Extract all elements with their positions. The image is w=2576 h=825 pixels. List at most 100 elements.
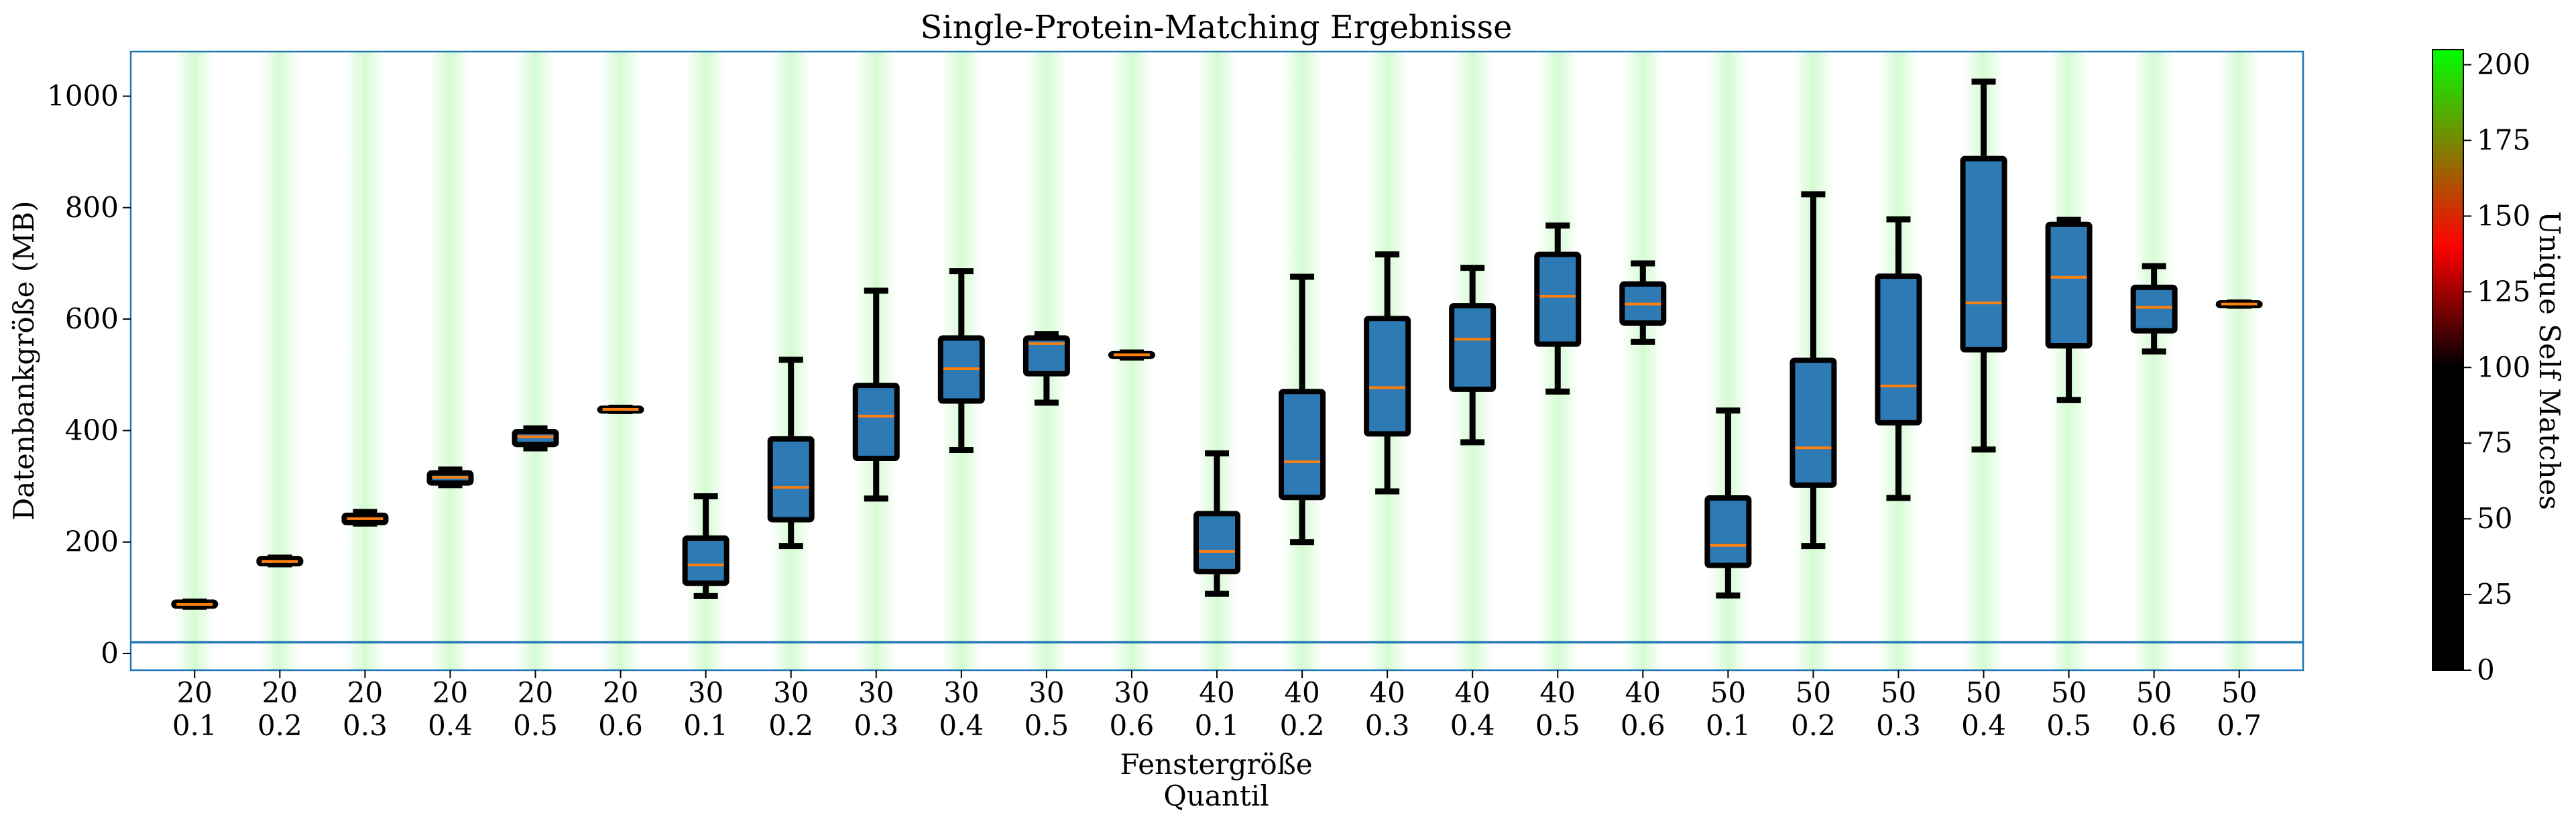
- x-tick-label-quantile: 0.3: [343, 709, 388, 742]
- x-tick-label-window: 40: [1540, 676, 1576, 709]
- y-tick-label: 600: [65, 302, 119, 335]
- x-tick-label-window: 30: [1029, 676, 1064, 709]
- box-plot: [1022, 331, 1070, 406]
- y-tick-label: 400: [65, 414, 119, 446]
- x-tick-label-window: 20: [603, 676, 638, 709]
- x-tick-label-quantile: 0.4: [1450, 709, 1495, 742]
- x-tick-label-quantile: 0.2: [1280, 709, 1325, 742]
- y-axis-label: Datenbankgröße (MB): [7, 200, 40, 520]
- box-plot: [1364, 251, 1411, 495]
- y-axis: 0 200 400 600 800 1000: [47, 80, 131, 670]
- x-tick-label-window: 20: [518, 676, 553, 709]
- colorbar-tick-label: 100: [2477, 351, 2530, 383]
- chart-title: Single-Protein-Matching Ergebnisse: [920, 9, 1512, 46]
- box: [1449, 303, 1497, 392]
- quantile-band: [2219, 52, 2260, 670]
- x-tick-label-window: 50: [1796, 676, 1831, 709]
- box-plot: [1534, 222, 1582, 395]
- x-tick-label-window: 50: [2221, 676, 2257, 709]
- box-plot: [256, 554, 304, 568]
- colorbar-tick-label: 150: [2477, 199, 2530, 232]
- x-tick-label-window: 30: [943, 676, 979, 709]
- box-plot: [597, 404, 644, 414]
- x-tick-label-quantile: 0.4: [939, 709, 984, 742]
- colorbar-tick-label: 0: [2477, 653, 2495, 686]
- x-tick-label-window: 50: [2051, 676, 2087, 709]
- box: [767, 436, 815, 523]
- x-tick-label-quantile: 0.3: [1876, 709, 1921, 742]
- box: [1960, 155, 2007, 353]
- box: [2130, 284, 2178, 334]
- x-tick-label-quantile: 0.1: [1195, 709, 1240, 742]
- x-tick-label-window: 50: [2136, 676, 2172, 709]
- box: [1279, 389, 1326, 501]
- colorbar-tick-label: 50: [2477, 502, 2512, 535]
- box: [1704, 495, 1752, 568]
- box: [1193, 511, 1240, 574]
- colorbar-tick-label: 175: [2477, 124, 2530, 157]
- box-plot: [171, 598, 219, 610]
- x-tick-label-window: 40: [1199, 676, 1234, 709]
- box-plot: [1279, 273, 1326, 546]
- box-plot: [1875, 216, 1922, 501]
- x-tick-label-quantile: 0.2: [768, 709, 813, 742]
- x-tick-label-quantile: 0.5: [1535, 709, 1580, 742]
- box-plot: [2130, 263, 2178, 355]
- quantile-band: [515, 52, 556, 670]
- x-tick-label-quantile: 0.5: [513, 709, 558, 742]
- x-tick-label-quantile: 0.7: [2217, 709, 2262, 742]
- x-tick-label-quantile: 0.1: [172, 709, 217, 742]
- x-tick-label-window: 30: [688, 676, 723, 709]
- quantile-band: [1623, 52, 1663, 670]
- box-series: [171, 78, 2263, 610]
- box: [2045, 221, 2093, 349]
- x-tick-label-window: 40: [1625, 676, 1661, 709]
- box: [1534, 251, 1582, 347]
- x-tick-label-quantile: 0.6: [598, 709, 643, 742]
- x-tick-label-window: 40: [1369, 676, 1405, 709]
- box: [682, 535, 729, 586]
- x-axis: 200.1200.2200.3200.4200.5200.6300.1300.2…: [172, 670, 2262, 742]
- x-tick-label-window: 50: [1881, 676, 1916, 709]
- quantile-band: [430, 52, 471, 670]
- colorbar-tick-label: 75: [2477, 426, 2512, 459]
- x-tick-label-quantile: 0.2: [257, 709, 302, 742]
- y-tick-label: 1000: [47, 80, 119, 113]
- colorbar-tick-label: 125: [2477, 275, 2530, 308]
- box-plot: [1790, 191, 1837, 550]
- box-plot: [2215, 299, 2263, 309]
- box: [1790, 357, 1837, 488]
- quantile-band: [174, 52, 215, 670]
- x-tick-label-quantile: 0.4: [1961, 709, 2006, 742]
- x-tick-label-quantile: 0.5: [1024, 709, 1069, 742]
- colorbar-ticks: 0 25 50 75 100 125 150 175 200: [2463, 48, 2530, 686]
- x-axis-label-quantile: Quantil: [1163, 779, 1269, 812]
- box: [1364, 316, 1411, 437]
- colorbar-label: Unique Self Matches: [2533, 211, 2566, 510]
- x-tick-label-quantile: 0.3: [1365, 709, 1410, 742]
- y-tick-label: 800: [65, 191, 119, 224]
- y-tick-label: 0: [101, 637, 119, 670]
- box-plot: [1704, 407, 1752, 599]
- x-tick-label-window: 20: [262, 676, 298, 709]
- x-tick-label-window: 20: [347, 676, 383, 709]
- box-plot: [767, 357, 815, 550]
- colorbar-tick-label: 200: [2477, 48, 2530, 81]
- x-tick-label-quantile: 0.6: [2131, 709, 2176, 742]
- x-tick-label-window: 40: [1454, 676, 1490, 709]
- x-tick-label-window: 30: [858, 676, 894, 709]
- box-plot: [937, 268, 985, 454]
- box-plot: [1108, 349, 1155, 361]
- box: [1022, 335, 1070, 377]
- x-tick-label-quantile: 0.6: [1110, 709, 1155, 742]
- colorbar: 0 25 50 75 100 125 150 175 200 Unique Self Match…: [2432, 48, 2566, 686]
- box-plot: [426, 466, 474, 489]
- box-plot: [512, 425, 559, 452]
- quantile-band: [345, 52, 386, 670]
- quantile-band: [600, 52, 641, 670]
- x-tick-label-window: 40: [1284, 676, 1320, 709]
- box-plot: [2045, 216, 2093, 403]
- quantile-band: [1111, 52, 1152, 670]
- x-tick-label-quantile: 0.1: [1706, 709, 1751, 742]
